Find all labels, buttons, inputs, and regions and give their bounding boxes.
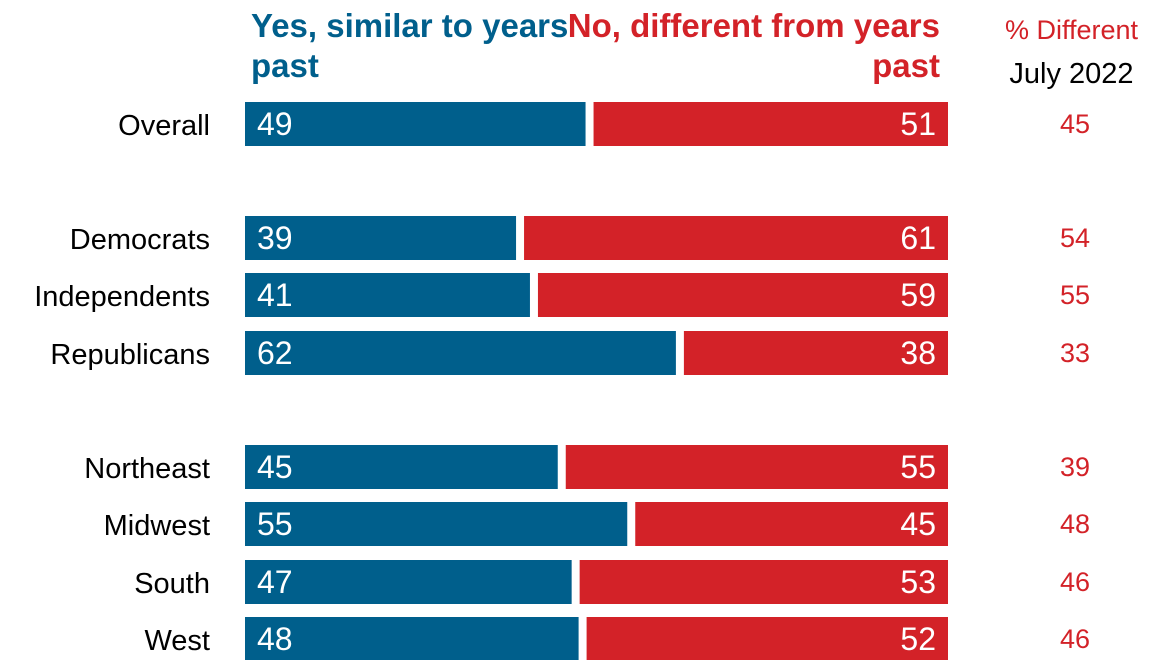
legend-no-different: No, different from years past — [567, 7, 940, 84]
bar-yes-west — [245, 617, 579, 660]
july-2022-value-republicans: 33 — [1060, 338, 1090, 368]
bar-no-democrats — [524, 216, 948, 260]
data-label-yes-midwest: 55 — [257, 506, 293, 542]
bar-yes-independents — [245, 273, 530, 317]
data-label-no-west: 52 — [900, 621, 936, 657]
bar-no-overall — [593, 102, 948, 146]
july-2022-value-independents: 55 — [1060, 280, 1090, 310]
data-label-yes-democrats: 39 — [257, 220, 293, 256]
data-label-no-independents: 59 — [900, 277, 936, 313]
bar-no-northeast — [565, 445, 948, 489]
bar-yes-overall — [245, 102, 586, 146]
data-label-yes-independents: 41 — [257, 277, 293, 313]
category-label-democrats: Democrats — [70, 224, 210, 256]
bar-yes-democrats — [245, 216, 517, 260]
data-label-no-democrats: 61 — [900, 220, 936, 256]
category-label-republicans: Republicans — [50, 339, 210, 371]
july-2022-value-south: 46 — [1060, 567, 1090, 597]
category-label-west: West — [144, 625, 210, 657]
data-label-no-south: 53 — [900, 564, 936, 600]
july-2022-value-overall: 45 — [1060, 109, 1090, 139]
bar-yes-northeast — [245, 445, 558, 489]
bar-no-republicans — [683, 331, 948, 375]
category-label-overall: Overall — [118, 110, 210, 142]
category-label-independents: Independents — [34, 281, 210, 313]
july-2022-value-midwest: 48 — [1060, 509, 1090, 539]
bar-no-independents — [537, 273, 948, 317]
data-label-no-republicans: 38 — [900, 335, 936, 371]
july-2022-value-democrats: 54 — [1060, 223, 1090, 253]
data-label-no-overall: 51 — [900, 106, 936, 142]
data-label-yes-republicans: 62 — [257, 335, 293, 371]
bar-no-midwest — [635, 502, 948, 546]
legend-yes-similar: Yes, similar to years past — [251, 7, 569, 84]
category-label-northeast: Northeast — [84, 453, 210, 485]
column-header-percent-different: % Different — [1004, 15, 1139, 45]
data-label-yes-south: 47 — [257, 564, 293, 600]
july-2022-value-west: 46 — [1060, 624, 1090, 654]
bar-yes-republicans — [245, 331, 676, 375]
bar-no-south — [579, 560, 948, 604]
data-label-yes-northeast: 45 — [257, 449, 293, 485]
data-label-no-northeast: 55 — [900, 449, 936, 485]
bar-yes-midwest — [245, 502, 628, 546]
column-header-july-2022: July 2022 — [1009, 58, 1134, 90]
category-label-south: South — [134, 568, 210, 600]
bar-no-west — [586, 617, 948, 660]
data-label-yes-west: 48 — [257, 621, 293, 657]
bar-yes-south — [245, 560, 572, 604]
data-label-yes-overall: 49 — [257, 106, 293, 142]
data-label-no-midwest: 45 — [900, 506, 936, 542]
category-label-midwest: Midwest — [104, 510, 210, 542]
july-2022-value-northeast: 39 — [1060, 452, 1090, 482]
